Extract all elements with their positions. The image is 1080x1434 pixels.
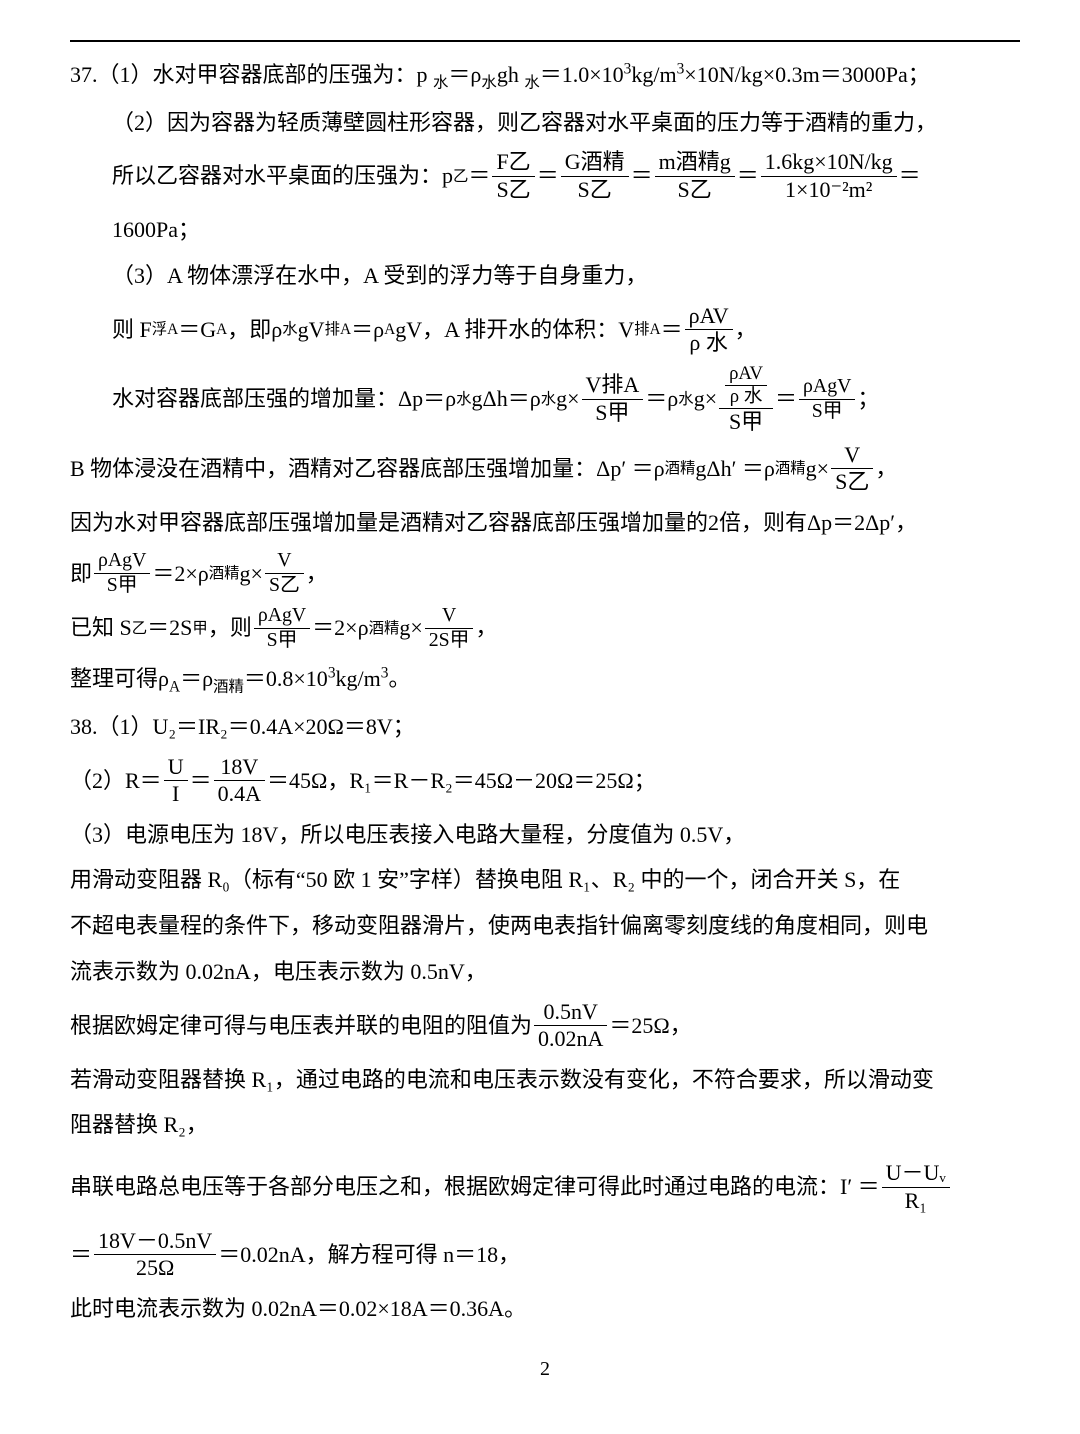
q37-p10: 即 ρAgVS甲 ＝2×ρ酒精g× VS乙 ，: [70, 549, 1020, 598]
q38-p11: ＝ 18V－0.5nV25Ω ＝0.02nA，解方程可得 n＝18，: [70, 1228, 1020, 1282]
q37-p8: B 物体浸没在酒精中，酒精对乙容器底部压强增加量：Δp′ ＝ρ酒精gΔh′ ＝ρ…: [70, 442, 1020, 496]
q38-p5: 不超电表量程的条件下，移动变阻器滑片，使两电表指针偏离零刻度线的角度相同，则电: [70, 905, 1020, 947]
q38-p2: （2）R＝ UI ＝ 18V0.4A ＝45Ω，R₁＝R－R₂＝45Ω－20Ω＝…: [70, 754, 1020, 808]
document-page: 37.（1）水对甲容器底部的压强为：p 水＝ρ水gh 水＝1.0×103kg/m…: [0, 0, 1080, 1418]
q38-p9: 阻器替换 R₂，: [70, 1104, 1020, 1146]
q38-p12: 此时电流表示数为 0.02nA＝0.02×18A＝0.36A。: [70, 1288, 1020, 1330]
q38-p7: 根据欧姆定律可得与电压表并联的电阻的阻值为 0.5nV0.02nA ＝25Ω，: [70, 999, 1020, 1053]
page-number: 2: [70, 1350, 1020, 1388]
q38-p4: 用滑动变阻器 R₀（标有“50 欧 1 安”字样）替换电阻 R₁、R₂ 中的一个…: [70, 859, 1020, 901]
q38-p6: 流表示数为 0.02nA，电压表示数为 0.5nV，: [70, 951, 1020, 993]
q37-p4: 1600Pa；: [70, 209, 1020, 251]
q38-p1: 38.（1）U₂＝IR₂＝0.4A×20Ω＝8V；: [70, 706, 1020, 748]
q37-p11: 已知 S 乙＝2S 甲，则 ρAgVS甲 ＝2×ρ酒精g× V2S甲 ，: [70, 604, 1020, 653]
q38-p3: （3）电源电压为 18V，所以电压表接入电路大量程，分度值为 0.5V，: [70, 814, 1020, 856]
q37-p6: 则 F 浮A＝GA，即ρ水gV 排A＝ρAgV，A 排开水的体积：V 排A＝ ρ…: [70, 303, 1020, 357]
top-rule: [70, 40, 1020, 42]
q38-p10: 串联电路总电压等于各部分电压之和，根据欧姆定律可得此时通过电路的电流：I′ ＝ …: [70, 1160, 1020, 1214]
q38-p8: 若滑动变阻器替换 R₁，通过电路的电流和电压表示数没有变化，不符合要求，所以滑动…: [70, 1059, 1020, 1101]
q37-p3: 所以乙容器对水平桌面的压强为：p 乙＝ F乙S乙 ＝ G酒精S乙 ＝ m酒精gS…: [70, 149, 1020, 203]
q37-p2: （2）因为容器为轻质薄壁圆柱形容器，则乙容器对水平桌面的压力等于酒精的重力，: [70, 102, 1020, 144]
q37-p5: （3）A 物体漂浮在水中，A 受到的浮力等于自身重力，: [70, 255, 1020, 297]
q37-p7: 水对容器底部压强的增加量：Δp＝ρ水gΔh＝ρ水g× V排AS甲 ＝ρ水g× ρ…: [70, 363, 1020, 436]
q37-p12: 整理可得ρA＝ρ酒精＝0.8×103kg/m3。: [70, 658, 1020, 702]
q37-p1: 37.（1）水对甲容器底部的压强为：p 水＝ρ水gh 水＝1.0×103kg/m…: [70, 54, 1020, 98]
q37-p9: 因为水对甲容器底部压强增加量是酒精对乙容器底部压强增加量的2倍，则有Δp＝2Δp…: [70, 502, 1020, 544]
